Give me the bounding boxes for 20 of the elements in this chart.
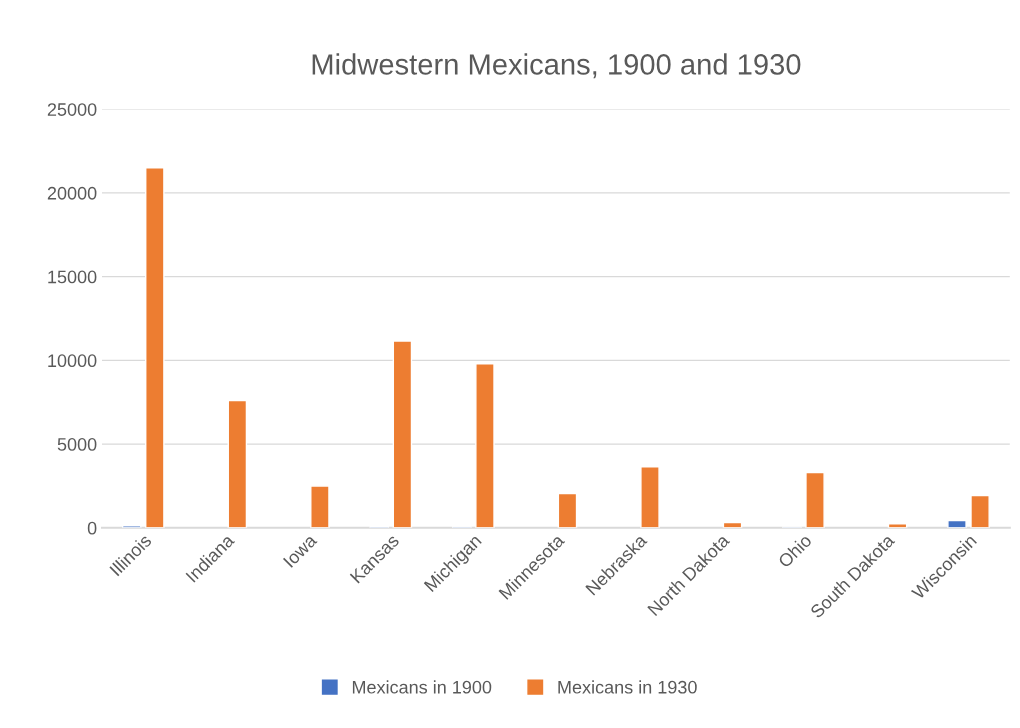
bar [557, 492, 578, 528]
bar [805, 471, 825, 528]
y-tick-label: 10000 [48, 354, 97, 368]
y-tick-label: 5000 [57, 438, 97, 451]
legend-label: Mexicans in 1930 [558, 680, 697, 694]
legend-label: Mexicans in 1900 [352, 680, 492, 694]
y-tick-label: 25000 [47, 103, 97, 116]
bar [475, 363, 495, 528]
y-tick-label: 15000 [48, 270, 97, 284]
bar [970, 494, 990, 528]
bar [392, 340, 413, 528]
bar [227, 399, 248, 528]
bar [145, 167, 165, 528]
bar [640, 465, 660, 528]
bar [947, 519, 967, 528]
x-tick-label: Ohio [777, 533, 813, 569]
chart-title: Midwestern Mexicans, 1900 and 1930 [312, 53, 801, 79]
y-tick-label: 20000 [47, 186, 97, 200]
y-tick-label: 0 [87, 521, 97, 535]
bar [310, 485, 330, 528]
